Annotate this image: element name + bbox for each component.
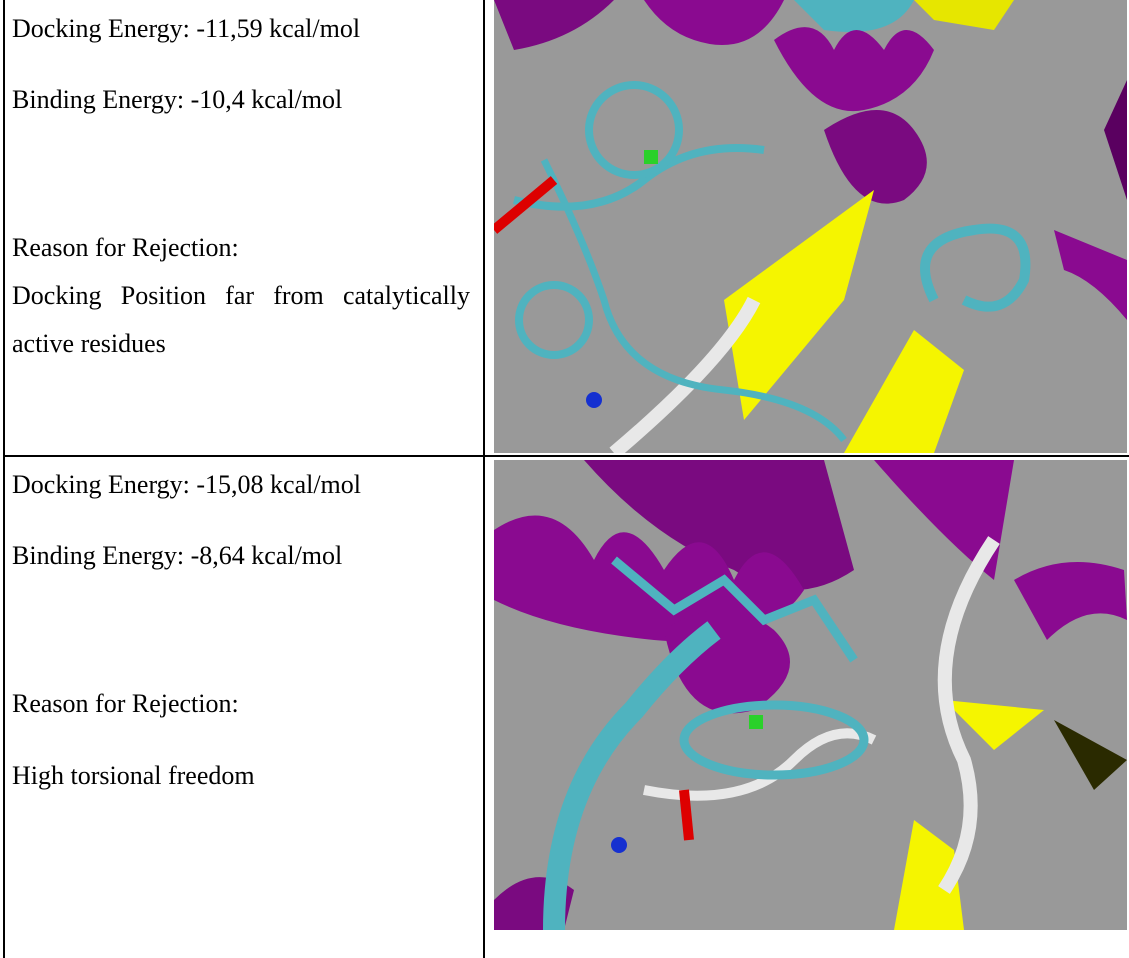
reason: Docking Position far from catalytically … bbox=[12, 272, 470, 368]
binding-energy: Binding Energy: -10,4 kcal/mol bbox=[12, 77, 470, 123]
reason-label: Reason for Rejection: bbox=[12, 681, 470, 727]
molecule-image bbox=[494, 460, 1127, 930]
reason-label: Reason for Rejection: bbox=[12, 225, 470, 271]
reason: High torsional freedom bbox=[12, 753, 470, 799]
table-border bbox=[3, 455, 1129, 457]
binding-energy: Binding Energy: -8,64 kcal/mol bbox=[12, 533, 470, 579]
table-border bbox=[3, 0, 5, 958]
docking-energy: Docking Energy: -11,59 kcal/mol bbox=[12, 6, 470, 52]
docking-energy: Docking Energy: -15,08 kcal/mol bbox=[12, 462, 470, 508]
molecule-image bbox=[494, 0, 1127, 453]
table-border bbox=[483, 0, 485, 958]
page: Docking Energy: -11,59 kcal/mol Binding … bbox=[0, 0, 1129, 958]
